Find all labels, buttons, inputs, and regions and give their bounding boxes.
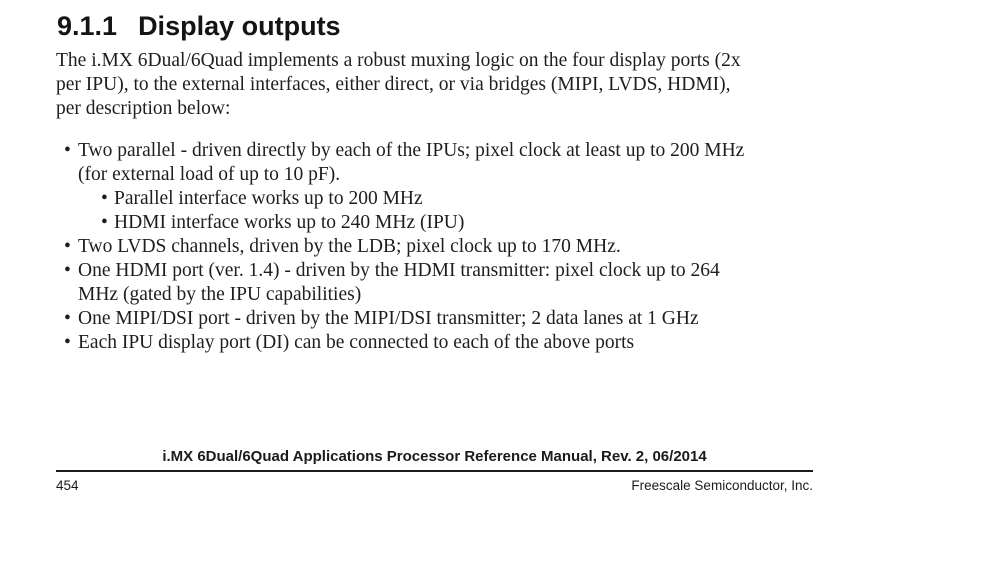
footer-title: i.MX 6Dual/6Quad Applications Processor … <box>162 448 707 465</box>
bullet-icon <box>64 307 78 331</box>
bullet-line: One MIPI/DSI port - driven by the MIPI/D… <box>78 308 699 329</box>
footer-rule <box>56 470 813 472</box>
bullet-line: Each IPU display port (DI) can be connec… <box>78 332 635 353</box>
list-item: One MIPI/DSI port - driven by the MIPI/D… <box>64 307 744 331</box>
list-item: HDMI interface works up to 240 MHz (IPU) <box>101 211 744 235</box>
bullet-icon <box>64 259 78 307</box>
list-item: Parallel interface works up to 200 MHz <box>101 187 744 211</box>
section-heading: 9.1.1 Display outputs <box>57 11 341 41</box>
list-item: Two parallel - driven directly by each o… <box>64 139 744 187</box>
page-number: 454 <box>56 478 79 493</box>
bullet-line: Parallel interface works up to 200 MHz <box>114 188 423 209</box>
bullet-icon <box>64 235 78 259</box>
bullet-icon <box>64 331 78 355</box>
bullet-icon <box>101 187 114 211</box>
list-item: Each IPU display port (DI) can be connec… <box>64 331 744 355</box>
bullet-icon <box>101 211 114 235</box>
bullet-line: Two parallel - driven directly by each o… <box>78 140 745 161</box>
bullet-list: Two parallel - driven directly by each o… <box>0 139 744 355</box>
publisher: Freescale Semiconductor, Inc. <box>631 478 813 493</box>
bullet-line: One HDMI port (ver. 1.4) - driven by the… <box>78 260 720 281</box>
bullet-line: (for external load of up to 10 pF). <box>78 164 341 185</box>
paragraph-line: per IPU), to the external interfaces, ei… <box>56 74 731 95</box>
paragraph-line: per description below: <box>56 98 231 119</box>
paragraph-line: The i.MX 6Dual/6Quad implements a robust… <box>56 50 741 71</box>
bullet-line: Two LVDS channels, driven by the LDB; pi… <box>78 236 621 257</box>
bullet-icon <box>64 139 78 187</box>
list-item: Two LVDS channels, driven by the LDB; pi… <box>64 235 744 259</box>
intro-paragraph: The i.MX 6Dual/6Quad implements a robust… <box>56 49 741 121</box>
section-title: Display outputs <box>138 11 341 41</box>
list-item: One HDMI port (ver. 1.4) - driven by the… <box>64 259 744 307</box>
footer-row: 454 Freescale Semiconductor, Inc. <box>56 478 813 494</box>
footer: i.MX 6Dual/6Quad Applications Processor … <box>56 448 813 494</box>
section-number: 9.1.1 <box>57 11 118 41</box>
bullet-line: MHz (gated by the IPU capabilities) <box>78 284 362 305</box>
bullet-line: HDMI interface works up to 240 MHz (IPU) <box>114 212 465 233</box>
